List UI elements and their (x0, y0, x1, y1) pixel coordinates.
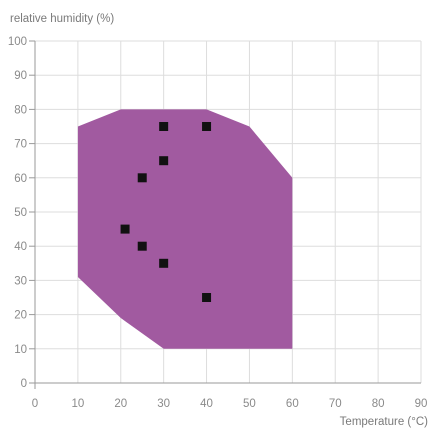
y-tick-label: 0 (21, 378, 27, 390)
data-point (159, 258, 169, 268)
data-point (159, 156, 169, 166)
x-tick-label: 40 (200, 398, 213, 410)
y-tick-label: 100 (8, 36, 27, 48)
x-tick-label: 0 (32, 398, 38, 410)
data-point (159, 122, 169, 131)
axes (29, 40, 421, 389)
y-tick-label: 40 (14, 241, 27, 253)
x-axis-title: Temperature (°C) (340, 416, 428, 428)
operating-region (77, 109, 293, 349)
data-point (202, 293, 212, 302)
y-tick-label: 90 (14, 70, 27, 82)
x-tick-label: 80 (372, 398, 385, 410)
x-tick-label: 70 (329, 398, 342, 410)
y-tick-label: 60 (14, 173, 27, 185)
y-tick-label: 10 (14, 344, 27, 356)
x-tick-label: 50 (243, 398, 256, 410)
data-points (120, 122, 212, 302)
data-point (137, 173, 147, 183)
x-tick-label: 20 (114, 398, 127, 410)
data-point (137, 241, 147, 251)
data-point (202, 122, 212, 131)
data-point (120, 224, 130, 234)
y-tick-label: 70 (14, 139, 27, 151)
x-tick-label: 60 (286, 398, 299, 410)
y-tick-label: 30 (14, 275, 27, 287)
x-tick-label: 30 (157, 398, 170, 410)
region-polygon (77, 109, 293, 349)
y-tick-label: 80 (14, 104, 27, 116)
tick-labels: 0 10 20 30 40 50 60 70 80 90 100 0 10 20 30 40 50 60 70 80 9… (8, 36, 428, 410)
y-tick-label: 50 (14, 207, 27, 219)
x-tick-label: 90 (415, 398, 428, 410)
y-axis-title: relative humidity (%) (10, 13, 114, 25)
y-tick-label: 20 (14, 310, 27, 322)
x-tick-label: 10 (71, 398, 84, 410)
